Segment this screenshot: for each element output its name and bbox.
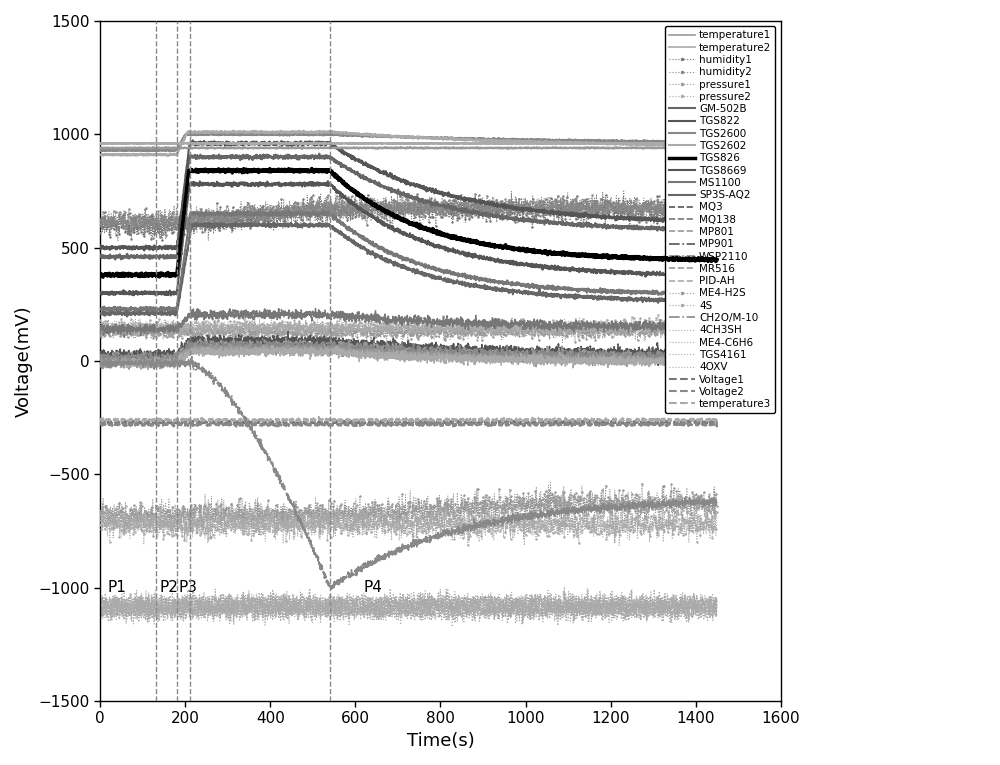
Text: P1: P1 [108,580,127,595]
Legend: temperature1, temperature2, humidity1, humidity2, pressure1, pressure2, GM-502B,: temperature1, temperature2, humidity1, h… [665,26,775,413]
Text: P2: P2 [160,580,179,595]
Text: P3: P3 [179,580,198,595]
Text: P4: P4 [364,580,383,595]
X-axis label: Time(s): Time(s) [407,732,474,750]
Y-axis label: Voltage(mV): Voltage(mV) [15,305,33,417]
